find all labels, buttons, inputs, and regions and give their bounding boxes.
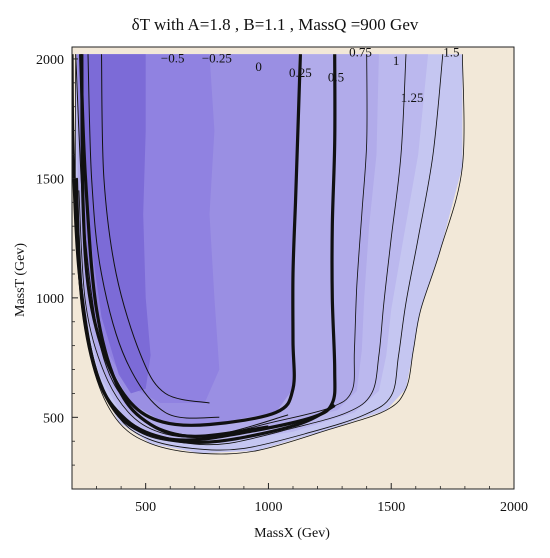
x-tick-label: 1000 — [254, 500, 282, 515]
contour-line-0.5-bold-branch — [74, 54, 337, 442]
y-tick-label: 1500 — [36, 172, 64, 187]
contour-line-neg-0.25 — [87, 54, 220, 419]
contour-level-label: 0 — [255, 59, 262, 74]
x-axis-label: MassX (Gev) — [254, 526, 330, 541]
contour-level-label: 1.25 — [401, 90, 424, 105]
contour-level-label: 0.5 — [328, 70, 344, 85]
contour-level-label: −0.5 — [161, 51, 185, 66]
contour-line-0.25-bold-branch — [80, 54, 302, 427]
chart-title: δT with A=1.8 , B=1.1 , MassQ =900 Gev — [132, 15, 419, 34]
plot-area: 500 1000 1500 2000 500 1000 1500 2000 −0.5 −0.25 0… — [36, 45, 528, 515]
axes: 500 1000 1500 2000 500 1000 1500 2000 — [36, 53, 528, 515]
y-axis-label: MassT (Gev) — [13, 243, 28, 317]
y-tick-label: 1000 — [36, 292, 64, 307]
x-tick-label: 500 — [135, 500, 156, 515]
contour-level-label: 0.25 — [289, 65, 312, 80]
y-tick-label: 500 — [43, 411, 64, 426]
x-tick-label: 1500 — [377, 500, 405, 515]
contour-line-0.75 — [78, 54, 368, 438]
contour-level-label: 0.75 — [349, 45, 372, 60]
contour-level-label: 1 — [393, 53, 400, 68]
contour-lines — [72, 54, 465, 455]
band-most-negative-fill — [81, 54, 151, 394]
contour-line-neg-0.5 — [101, 54, 210, 404]
contour-fills — [75, 54, 463, 454]
contour-level-label: 1.5 — [443, 45, 459, 60]
y-tick-label: 2000 — [36, 53, 64, 68]
x-tick-label: 2000 — [500, 500, 528, 515]
contour-labels: −0.5 −0.25 0 0.25 0.5 0.75 1 1.25 1.5 — [161, 45, 460, 105]
contour-level-label: −0.25 — [202, 51, 232, 66]
